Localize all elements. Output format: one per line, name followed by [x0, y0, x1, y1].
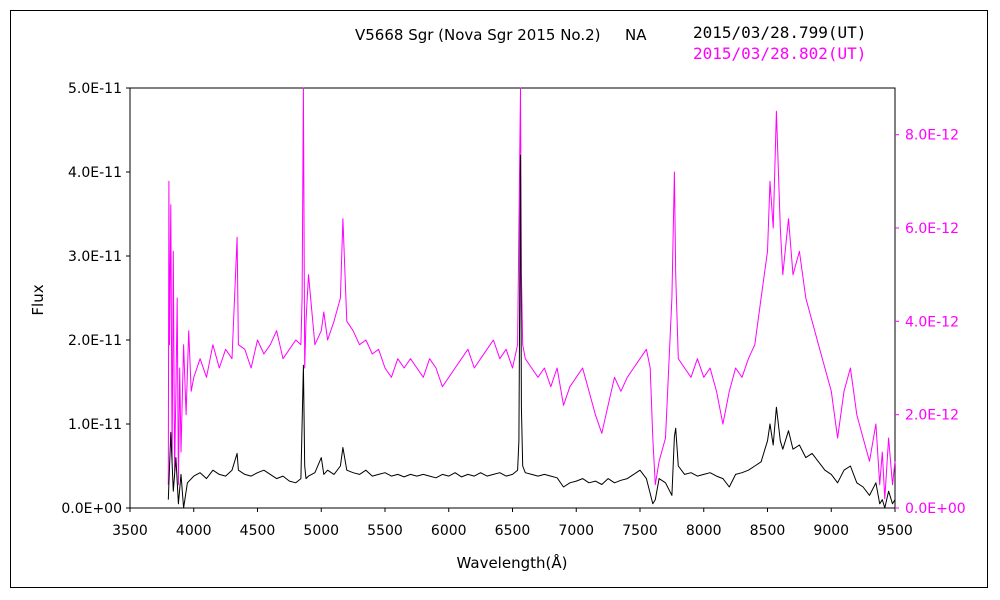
y-left-tick-label: 5.0E-11: [68, 81, 122, 97]
chart-title: V5668 Sgr (Nova Sgr 2015 No.2): [355, 26, 601, 44]
x-tick-label: 6500: [495, 523, 531, 539]
y-axis-label: Flux: [29, 284, 47, 315]
x-tick-label: 8000: [686, 523, 722, 539]
chart-subtitle: NA: [625, 26, 647, 44]
legend-entry-series-1: 2015/03/28.799(UT): [693, 23, 866, 42]
y-left-tick-label: 2.0E-11: [68, 333, 122, 349]
y-left-tick-label: 4.0E-11: [68, 165, 122, 181]
chart-frame: [10, 10, 988, 588]
tick-layer: 3500 4000 4500 5000 5500 6000 6500 7000 7500 8000…: [61, 81, 965, 539]
legend-entry-series-2: 2015/03/28.802(UT): [693, 44, 866, 63]
x-tick-label: 7000: [558, 523, 594, 539]
y-right-tick-label: 0.0E+00: [905, 501, 966, 517]
x-tick-label: 6000: [431, 523, 467, 539]
x-tick-label: 7500: [622, 523, 658, 539]
x-tick-label: 3500: [112, 523, 148, 539]
y-right-tick-label: 6.0E-12: [905, 221, 959, 237]
x-tick-label: 5000: [303, 523, 339, 539]
y-right-tick-label: 4.0E-12: [905, 314, 959, 330]
x-tick-label: 4500: [240, 523, 276, 539]
series-line-1: [167, 154, 896, 509]
y-right-tick-label: 2.0E-12: [905, 408, 959, 424]
x-axis-label: Wavelength(Å): [457, 553, 568, 572]
y-left-tick-label: 0.0E+00: [61, 501, 122, 517]
y-right-tick-label: 8.0E-12: [905, 128, 959, 144]
series-layer: [167, 87, 896, 509]
plot-area: [129, 87, 896, 509]
x-tick-label: 8500: [750, 523, 786, 539]
x-tick-label: 9000: [813, 523, 849, 539]
x-tick-label: 9500: [877, 523, 913, 539]
y-left-tick-label: 3.0E-11: [68, 249, 122, 265]
y-left-tick-label: 1.0E-11: [68, 417, 122, 433]
x-tick-label: 4000: [176, 523, 212, 539]
series-line-2: [167, 87, 896, 500]
x-tick-label: 5500: [367, 523, 403, 539]
